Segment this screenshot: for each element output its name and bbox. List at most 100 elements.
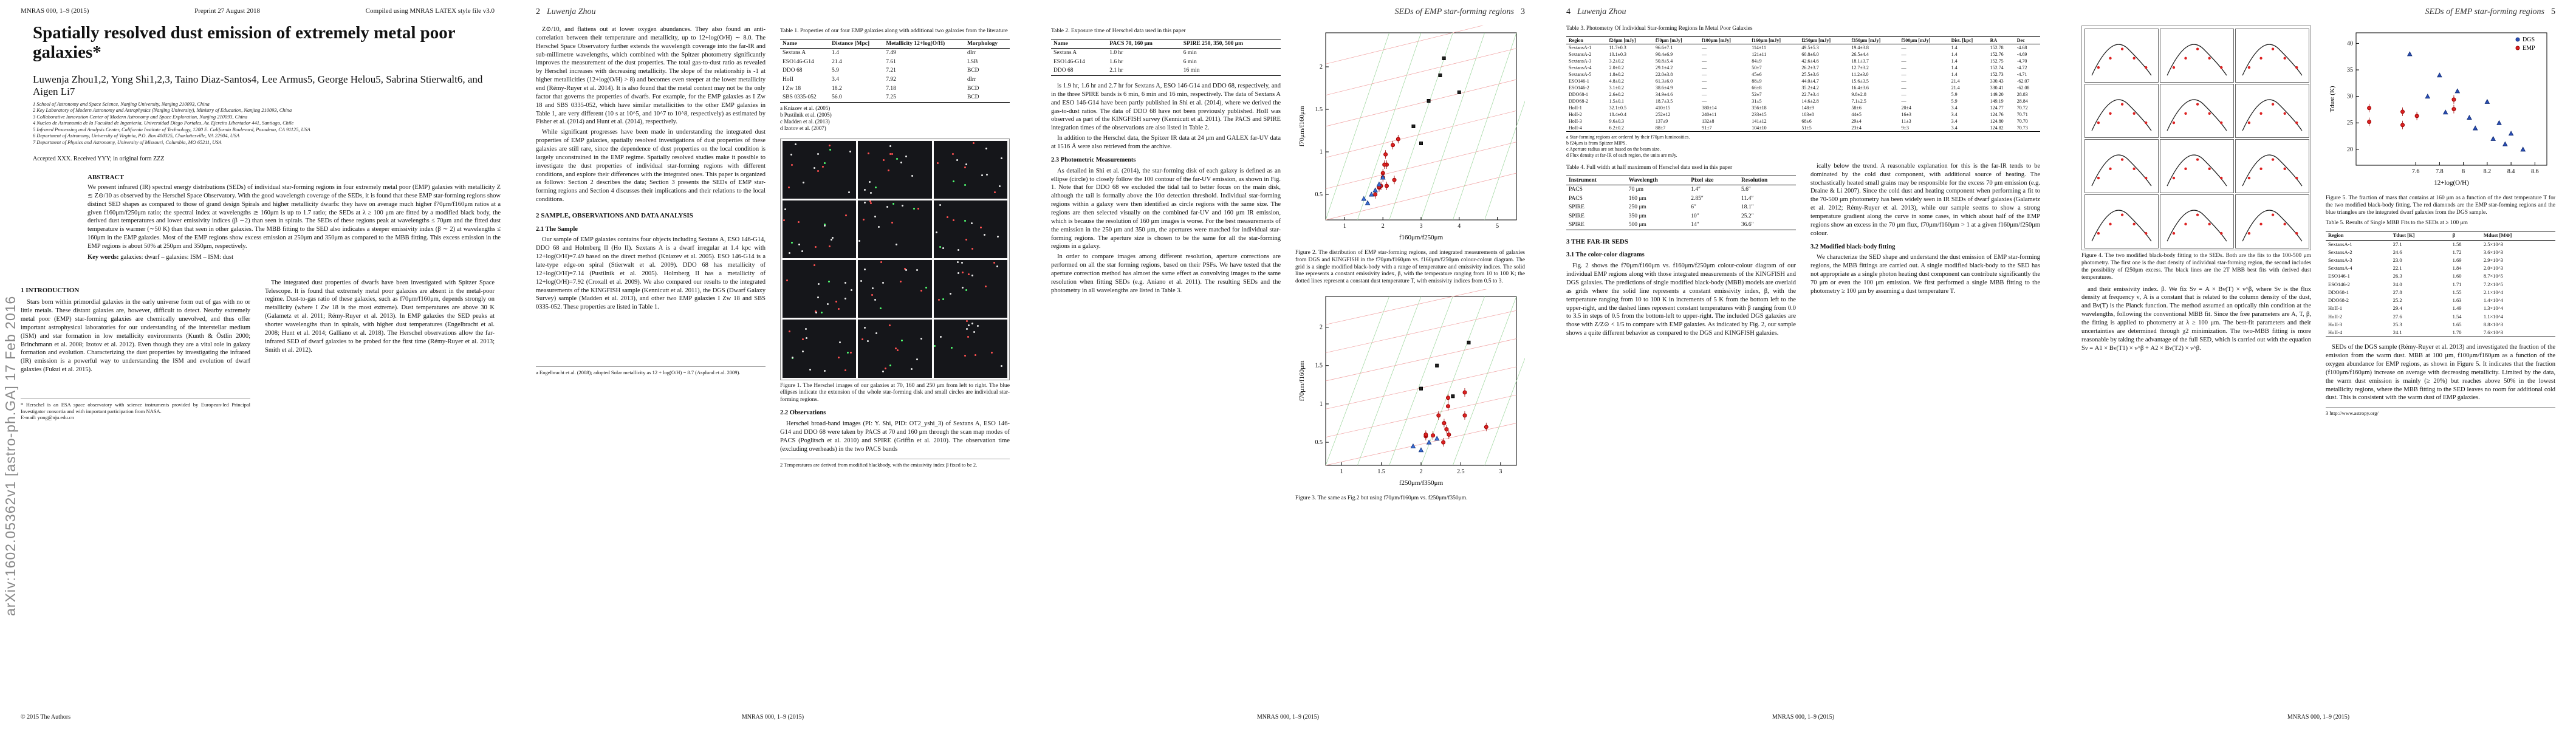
source-marker	[886, 206, 888, 208]
source-marker	[972, 142, 975, 144]
table-row: ESO146-1 4.8±0.2 61.3±6.0 — 88±9 44.0±4.7 15.6…	[1566, 78, 2040, 84]
table-cell: -4.68	[2016, 44, 2027, 50]
source-marker	[874, 216, 876, 218]
table-note: d Izotov et al. (2007)	[780, 125, 826, 132]
sed-photometry-point	[2172, 231, 2176, 235]
source-marker	[990, 352, 993, 354]
galaxy-image-panel	[933, 320, 1007, 378]
source-marker	[965, 320, 968, 322]
data-point	[1435, 363, 1439, 368]
data-point	[1462, 390, 1467, 395]
source-marker	[882, 159, 885, 161]
table-cell: —	[1901, 91, 1906, 97]
galaxy-image-panel	[858, 320, 932, 378]
table-row: SextansA-2 24.6 1.72 3.6×10^3	[2326, 248, 2555, 256]
table-cell: 70.71	[2016, 111, 2028, 117]
table-row: SextansA-1 27.1 1.58 2.5×10^3	[2326, 240, 2555, 248]
column-right: 1 2 3 4 5 0.5 1 1.5 2 f160μm/f250μm f70μm/f160μm F…	[1295, 16, 1546, 506]
footnote: * Herschel is an ESA space observatory w…	[21, 401, 250, 414]
source-marker	[817, 296, 820, 299]
sed-photometry-point	[2097, 176, 2100, 180]
table-cell: 18.1″	[1741, 204, 1754, 211]
source-marker	[882, 371, 885, 373]
data-point	[1372, 187, 1378, 193]
table-cell: 7.1±2.5	[1851, 98, 1866, 104]
table-cell: 103±8	[1801, 111, 1814, 117]
source-marker	[1000, 157, 1002, 160]
table-cell: 1.60	[2452, 273, 2462, 279]
table-cell: 5.9	[1951, 91, 1958, 97]
table-cell: 7.18	[886, 85, 896, 92]
table-row: SPIRE 350 μm 10″ 25.2″	[1566, 212, 1796, 221]
table-cell: 356±18	[1752, 104, 1767, 111]
sed-photometry-point	[2120, 47, 2124, 50]
source-marker	[939, 204, 942, 206]
table-cell: 350 μm	[1628, 213, 1646, 219]
table-cell: 27.8	[2393, 289, 2402, 295]
table-cell: 1.1×10^4	[2483, 313, 2503, 320]
source-marker	[845, 214, 848, 216]
data-point	[1445, 404, 1450, 409]
table-cell: 12.7±3.2	[1851, 64, 1869, 70]
source-marker	[874, 187, 877, 189]
table-row: HoII-4 24.1 1.70 7.6×10^3	[2326, 328, 2555, 338]
data-point	[1434, 436, 1440, 441]
table-cell: 10.1±0.3	[1609, 51, 1627, 57]
paragraph: and their emissivity index. β. We fix Sν…	[2081, 286, 2311, 352]
x-tick-label: 2	[1420, 468, 1423, 475]
paragraph: While significant progresses have been m…	[536, 129, 766, 204]
source-marker	[916, 269, 919, 272]
table-caption: Table 3. Photometry Of Individual Star-f…	[1566, 26, 1753, 32]
table-cell: —	[1901, 64, 1906, 70]
table-cell: 70.73	[2014, 124, 2040, 132]
source-marker	[844, 369, 847, 371]
sed-photometry-point	[2097, 121, 2100, 125]
source-marker	[797, 221, 800, 223]
table-cell: DDO68-2	[1569, 98, 1588, 104]
y-axis-label: Tdust (K)	[2329, 86, 2336, 112]
source-marker	[905, 155, 907, 157]
table-header-cell: Tdust [K]	[2390, 231, 2450, 241]
source-marker	[891, 222, 894, 224]
sed-panel	[2084, 29, 2159, 83]
source-marker	[920, 337, 922, 340]
data-point	[2467, 114, 2472, 120]
model-grid-line	[1453, 296, 1517, 466]
footnote: 2 Temperatures are derived from modified…	[780, 461, 978, 468]
data-point	[1380, 174, 1386, 180]
table-row: Sextans A 1.0 hr 6 min	[1051, 49, 1281, 58]
table-header-cell: β	[2450, 231, 2481, 241]
x-tick-label: 5	[1496, 223, 1499, 230]
data-point	[2454, 88, 2461, 94]
source-marker	[851, 289, 853, 291]
source-marker	[965, 289, 968, 291]
source-marker	[829, 245, 831, 248]
source-marker	[973, 330, 976, 333]
affiliation: 3 Collaborative Innovation Center of Mod…	[33, 114, 248, 120]
sed-photometry-point	[2196, 213, 2199, 216]
table-cell: 25.3	[2393, 321, 2402, 327]
source-marker	[829, 149, 832, 151]
model-grid-line	[1389, 296, 1453, 466]
sed-photometry-point	[2109, 222, 2112, 226]
table-cell: —	[1901, 71, 1906, 77]
source-marker	[970, 222, 973, 224]
table-cell: 70 μm	[1628, 187, 1644, 193]
galaxy-image-panel	[933, 260, 1007, 318]
table-cell: 1.63	[2452, 297, 2462, 304]
sed-photometry-point	[2120, 158, 2124, 161]
x-axis-label: f160μm/f250μm	[1399, 234, 1444, 241]
sed-photometry-point	[2220, 121, 2223, 125]
source-marker	[868, 152, 869, 154]
source-marker	[979, 226, 982, 228]
table-header-cell: Name	[1051, 38, 1108, 49]
source-marker	[933, 345, 936, 347]
footnote: 3 http://www.astropy.org/	[2326, 410, 2379, 417]
affiliation: 5 Infrared Processing and Analysis Cente…	[33, 126, 310, 132]
subsection-heading: 2.3 Photometric Measurements	[1051, 156, 1136, 163]
page-header: SEDs of EMP star-forming regions 3	[1051, 7, 1526, 17]
data-point	[2520, 146, 2526, 152]
table-cell: 9.8±2.8	[1851, 91, 1866, 97]
footnotes: * Herschel is an ESA space observatory w…	[21, 398, 250, 421]
body-columns: Table 4. Full width at half maximum of H…	[1566, 162, 2040, 340]
